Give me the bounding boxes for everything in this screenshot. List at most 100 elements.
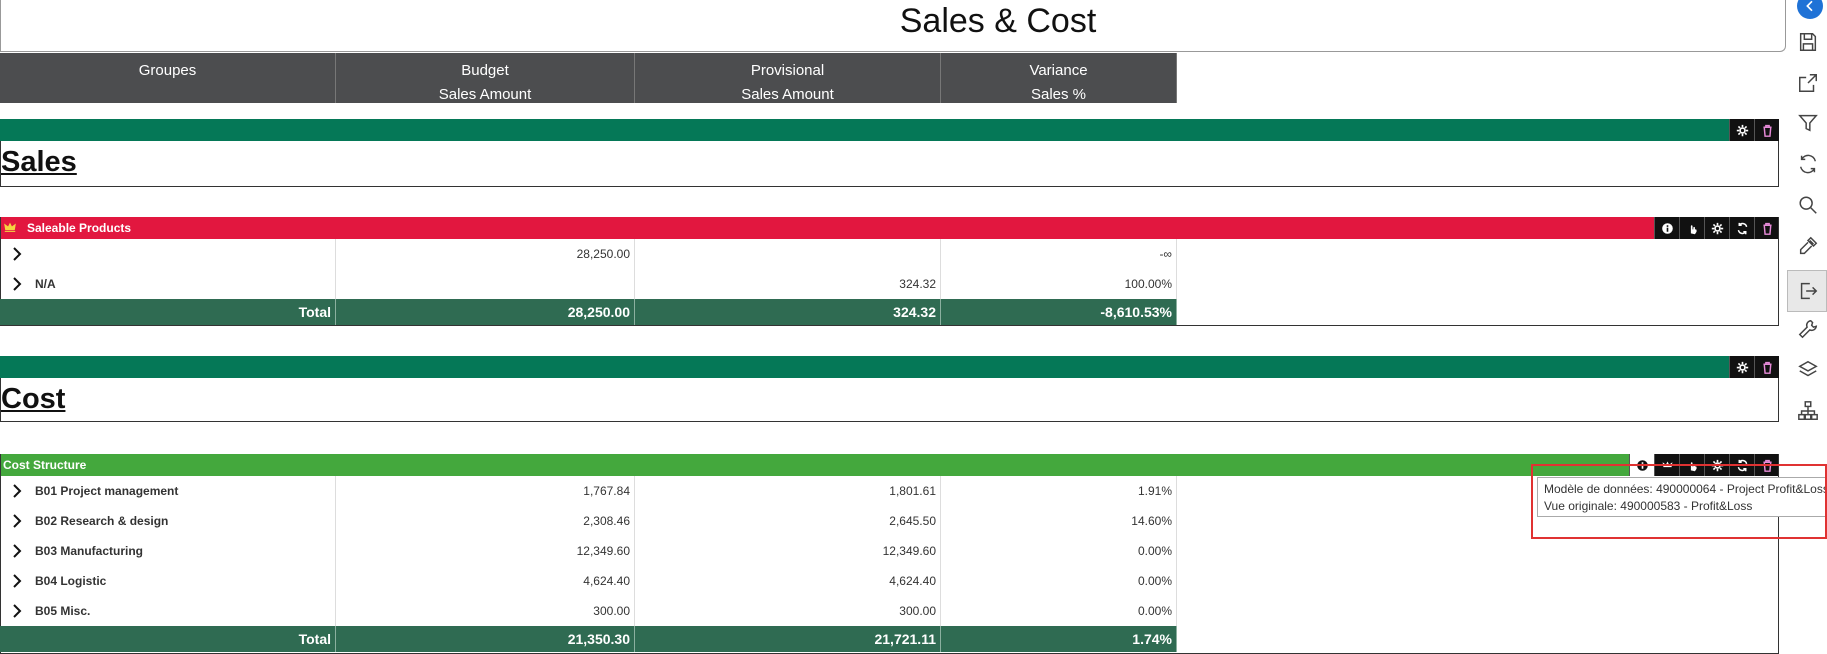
hierarchy-button[interactable] [1795, 398, 1821, 424]
panel-title: Cost Structure [3, 458, 87, 472]
gear-icon [1736, 124, 1748, 136]
color-picker-icon [1799, 236, 1818, 255]
budget-value: 1,767.84 [336, 476, 635, 506]
col-header-groupes[interactable]: Groupes [0, 53, 336, 103]
provisional-value: 324.32 [635, 269, 941, 299]
chevron-right-icon[interactable] [12, 484, 26, 498]
chevron-right-icon[interactable] [12, 514, 26, 528]
cost-table: B01 Project management 1,767.84 1,801.61… [0, 476, 1177, 652]
refresh-icon [1737, 459, 1747, 471]
hierarchy-icon [1798, 401, 1818, 420]
hand-pointer-icon [1690, 461, 1697, 471]
col-header-variance[interactable]: Variance Sales % [941, 53, 1177, 103]
sales-section-band [0, 119, 1779, 141]
table-row[interactable]: B01 Project management 1,767.84 1,801.61… [0, 476, 1177, 506]
total-provisional: 324.32 [635, 299, 941, 325]
cost-section-box: Cost [0, 378, 1779, 422]
filter-icon [1798, 114, 1818, 132]
group-label: B01 Project management [35, 484, 179, 498]
sales-section-box: Sales [0, 141, 1779, 187]
logout-button[interactable] [1795, 278, 1821, 304]
layers-button[interactable] [1795, 357, 1821, 383]
col-header-label: Groupes [138, 62, 197, 79]
budget-value: 12,349.60 [336, 536, 635, 566]
back-button[interactable] [1797, 0, 1823, 19]
drill-button[interactable] [1679, 217, 1704, 239]
col-header-label: Variance [1029, 62, 1088, 79]
chevron-right-icon[interactable] [12, 247, 26, 261]
table-row[interactable]: B05 Misc. 300.00 300.00 0.00% [0, 596, 1177, 626]
refresh-button[interactable] [1729, 217, 1754, 239]
chevron-right-icon[interactable] [12, 574, 26, 588]
delete-button[interactable] [1754, 217, 1779, 239]
info-tooltip: Modèle de données: 490000064 - Project P… [1537, 477, 1827, 517]
column-header: Groupes Budget Sales Amount Provisional … [0, 53, 1177, 103]
delete-button[interactable] [1754, 119, 1779, 141]
provisional-value: 1,801.61 [635, 476, 941, 506]
provisional-value [635, 239, 941, 269]
info-button[interactable] [1654, 217, 1679, 239]
total-row: Total 28,250.00 324.32 -8,610.53% [0, 299, 1177, 325]
table-row[interactable]: 28,250.00 -∞ [0, 239, 1177, 269]
col-header-sublabel: Sales % [1030, 86, 1087, 103]
filter-button[interactable] [1795, 110, 1821, 136]
settings-button[interactable] [1729, 119, 1754, 141]
wrench-button[interactable] [1795, 316, 1821, 342]
search-icon [1799, 196, 1817, 214]
variance-value: 14.60% [941, 506, 1177, 536]
cost-section-band [0, 356, 1779, 378]
trash-icon [1762, 124, 1772, 137]
table-row[interactable]: B04 Logistic 4,624.40 4,624.40 0.00% [0, 566, 1177, 596]
wrench-icon [1798, 319, 1818, 339]
budget-value: 2,308.46 [336, 506, 635, 536]
col-header-budget[interactable]: Budget Sales Amount [336, 53, 635, 103]
delete-button[interactable] [1754, 356, 1779, 378]
trash-icon [1762, 222, 1772, 235]
report-title-box: Sales & Cost [0, 0, 1786, 52]
variance-value: 1.91% [941, 476, 1177, 506]
budget-value: 300.00 [336, 596, 635, 626]
variance-value: 100.00% [941, 269, 1177, 299]
group-label: N/A [35, 277, 56, 291]
refresh-icon [1737, 222, 1747, 234]
page-title: Sales & Cost [899, 2, 1097, 40]
col-header-sublabel: Sales Amount [438, 86, 532, 103]
right-toolbar [1787, 0, 1827, 425]
search-button[interactable] [1795, 192, 1821, 218]
budget-value: 4,624.40 [336, 566, 635, 596]
variance-value: -∞ [941, 239, 1177, 269]
provisional-value: 12,349.60 [635, 536, 941, 566]
cost-section-title: Cost [1, 383, 66, 415]
variance-value: 0.00% [941, 596, 1177, 626]
col-header-provisional[interactable]: Provisional Sales Amount [635, 53, 941, 103]
saleable-products-header: Saleable Products [0, 217, 1779, 239]
layers-icon [1798, 360, 1818, 377]
gear-icon [1736, 361, 1748, 373]
chevron-right-icon[interactable] [12, 544, 26, 558]
total-variance: 1.74% [941, 626, 1177, 652]
col-header-label: Budget [461, 62, 509, 79]
provisional-value: 2,645.50 [635, 506, 941, 536]
budget-value [336, 269, 635, 299]
group-label: B05 Misc. [35, 604, 91, 618]
table-row[interactable]: B03 Manufacturing 12,349.60 12,349.60 0.… [0, 536, 1177, 566]
group-label: B03 Manufacturing [35, 544, 144, 558]
trash-icon [1762, 361, 1772, 374]
chevron-right-icon[interactable] [12, 277, 26, 291]
hand-pointer-icon [1690, 224, 1697, 234]
export-button[interactable] [1795, 70, 1821, 96]
table-row[interactable]: B02 Research & design 2,308.46 2,645.50 … [0, 506, 1177, 536]
back-icon [1806, 0, 1813, 12]
total-variance: -8,610.53% [941, 299, 1177, 325]
group-label: B02 Research & design [35, 514, 169, 528]
save-button[interactable] [1795, 29, 1821, 55]
settings-button[interactable] [1704, 217, 1729, 239]
settings-button[interactable] [1729, 356, 1754, 378]
sales-table: 28,250.00 -∞ N/A 324.32 100.00% Total 28… [0, 239, 1177, 325]
chevron-right-icon[interactable] [12, 604, 26, 618]
table-row[interactable]: N/A 324.32 100.00% [0, 269, 1177, 299]
crown-icon [4, 222, 16, 232]
color-picker-button[interactable] [1795, 233, 1821, 259]
refresh-button[interactable] [1795, 151, 1821, 177]
trash-icon [1762, 459, 1772, 472]
